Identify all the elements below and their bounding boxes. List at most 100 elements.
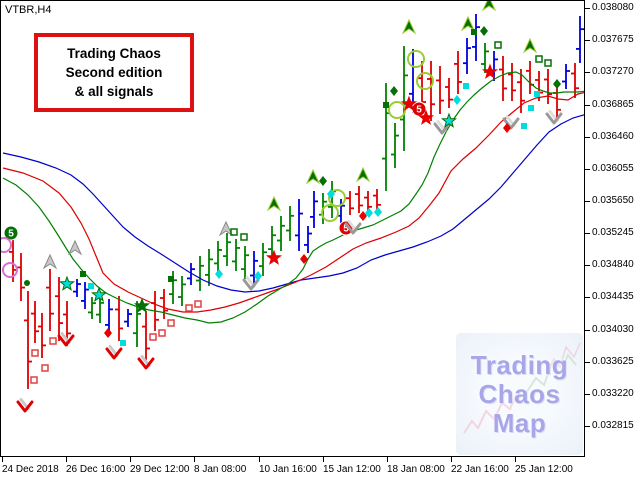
price-tick <box>585 394 590 395</box>
ohlc-bar <box>81 282 89 309</box>
price-tick-label: 0.034840 <box>592 259 634 270</box>
ohlc-bar <box>232 239 240 271</box>
price-tick-label: 0.037270 <box>592 66 634 77</box>
time-tick <box>130 457 131 462</box>
ohlc-bar <box>160 289 168 319</box>
ohlc-bar <box>576 16 584 63</box>
time-axis[interactable]: 24 Dec 2018 26 Dec 16:00 29 Dec 12:00 8 Jan… <box>0 457 640 480</box>
price-tick-label: 0.035245 <box>592 227 634 238</box>
signal-square-hollow <box>30 300 202 384</box>
ohlc-bar <box>259 243 267 276</box>
ohlc-bar <box>178 276 186 306</box>
time-tick-label: 25 Jan 12:00 <box>515 464 573 475</box>
time-tick <box>259 457 260 462</box>
time-tick <box>387 457 388 462</box>
ohlc-bar <box>295 199 303 251</box>
ohlc-bar <box>214 241 222 273</box>
ohlc-bar <box>481 43 489 73</box>
time-tick-label: 24 Dec 2018 <box>2 464 59 475</box>
ohlc-bar <box>286 206 294 241</box>
time-tick-label: 8 Jan 08:00 <box>194 464 247 475</box>
ohlc-bar <box>499 56 507 101</box>
price-tick-label: 0.034435 <box>592 291 634 302</box>
ohlc-bar <box>268 226 276 259</box>
ohlc-bar <box>46 269 54 331</box>
ma-line-fast-green <box>2 71 584 324</box>
price-tick-label: 0.034030 <box>592 324 634 335</box>
ohlc-bar <box>205 249 213 286</box>
price-tick <box>585 201 590 202</box>
ohlc-bar <box>115 296 123 341</box>
ohlc-bar <box>544 69 552 104</box>
ohlc-bar <box>310 191 318 228</box>
time-tick-label: 22 Jan 16:00 <box>451 464 509 475</box>
ohlc-bar <box>55 277 63 341</box>
watermark-line-3: Map <box>492 407 547 438</box>
ohlc-bar <box>73 279 81 297</box>
time-tick-label: 10 Jan 16:00 <box>259 464 317 475</box>
signal-star <box>58 112 458 302</box>
signal-circle-number: 5 <box>3 225 19 241</box>
ohlc-bar <box>472 14 480 61</box>
signal-ring <box>321 50 434 222</box>
signal-circle-number: 55 <box>338 101 427 236</box>
time-tick <box>515 457 516 462</box>
ohlc-bar <box>17 253 25 301</box>
watermark-logo: Trading Chaos Map <box>456 333 583 455</box>
time-tick-label: 18 Jan 08:00 <box>387 464 445 475</box>
ohlc-bar <box>391 123 399 168</box>
ohlc-bar <box>454 51 462 94</box>
ohlc-bar <box>526 61 534 94</box>
ohlc-bar <box>133 301 141 347</box>
signal-chevron-down <box>242 110 563 291</box>
ohlc-bar <box>400 46 408 151</box>
ohlc-bar <box>445 78 453 108</box>
price-tick-label: 0.037675 <box>592 34 634 45</box>
ohlc-bar <box>346 191 354 215</box>
ohlc-bar <box>96 295 104 323</box>
price-tick-label: 0.036865 <box>592 99 634 110</box>
price-tick <box>585 265 590 266</box>
price-tick <box>585 297 590 298</box>
signal-square <box>80 29 477 282</box>
annotation-line-2: Second edition <box>65 65 163 80</box>
price-tick <box>585 105 590 106</box>
ohlc-bar <box>88 297 96 319</box>
watermark-mini-chart <box>463 342 581 434</box>
time-tick-label: 15 Jan 12:00 <box>323 464 381 475</box>
signal-ring <box>1 237 18 278</box>
signal-diamond <box>104 123 511 338</box>
time-tick <box>66 457 67 462</box>
time-tick <box>451 457 452 462</box>
chart-canvas[interactable]: 5 55 <box>1 1 585 457</box>
svg-text:5: 5 <box>343 224 349 235</box>
ohlc-bar <box>436 66 444 114</box>
time-tick <box>323 457 324 462</box>
signal-arrow-up <box>266 1 538 212</box>
ohlc-bar <box>187 263 195 285</box>
price-tick <box>585 233 590 234</box>
price-axis[interactable]: 0.038080 0.037675 0.037270 0.036865 0.036460… <box>585 0 640 457</box>
ohlc-bar <box>427 61 435 121</box>
price-tick-label: 0.035650 <box>592 195 634 206</box>
price-tick-label: 0.033625 <box>592 356 634 367</box>
ohlc-bar <box>277 216 285 251</box>
price-bars <box>9 14 584 389</box>
watermark-line-2: Chaos <box>478 378 561 409</box>
signal-dot <box>24 280 30 286</box>
price-tick <box>585 72 590 73</box>
time-tick-label: 29 Dec 12:00 <box>130 464 190 475</box>
price-tick-label: 0.036055 <box>592 163 634 174</box>
price-tick <box>585 426 590 427</box>
price-tick <box>585 169 590 170</box>
ohlc-bar <box>373 189 381 211</box>
signal-star <box>133 297 151 313</box>
ohlc-bar <box>38 313 46 358</box>
price-tick <box>585 40 590 41</box>
ohlc-bar <box>142 311 150 363</box>
time-tick-label: 26 Dec 16:00 <box>66 464 126 475</box>
ohlc-bar <box>24 291 32 389</box>
ohlc-bar <box>196 256 204 291</box>
